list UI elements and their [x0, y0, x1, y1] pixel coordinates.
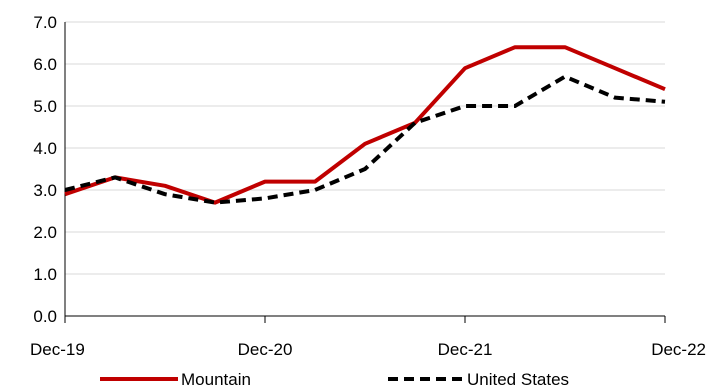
legend: Mountain United States: [100, 370, 569, 389]
x-tick-labels: Dec-19 Dec-20 Dec-21 Dec-22: [30, 340, 706, 359]
legend-label: Mountain: [181, 370, 251, 389]
y-tick-label: 5.0: [33, 97, 57, 116]
x-tick-label: Dec-20: [238, 340, 293, 359]
gridlines: [65, 21, 665, 275]
y-tick-label: 7.0: [33, 13, 57, 32]
y-tick-label: 2.0: [33, 223, 57, 242]
series-line-united-states: [64, 74, 666, 205]
y-tick-label: 4.0: [33, 139, 57, 158]
series-lines: [64, 45, 666, 205]
legend-label: United States: [467, 370, 569, 389]
x-tick-label: Dec-21: [438, 340, 493, 359]
y-tick-labels: 0.0 1.0 2.0 3.0 4.0 5.0 6.0 7.0: [33, 13, 57, 326]
y-tick-label: 6.0: [33, 55, 57, 74]
y-tick-label: 0.0: [33, 307, 57, 326]
x-tick-label: Dec-19: [30, 340, 85, 359]
axes: [64, 22, 666, 323]
x-tick-label: Dec-22: [651, 340, 706, 359]
y-tick-label: 3.0: [33, 181, 57, 200]
y-tick-label: 1.0: [33, 265, 57, 284]
series-line-mountain: [64, 45, 666, 205]
